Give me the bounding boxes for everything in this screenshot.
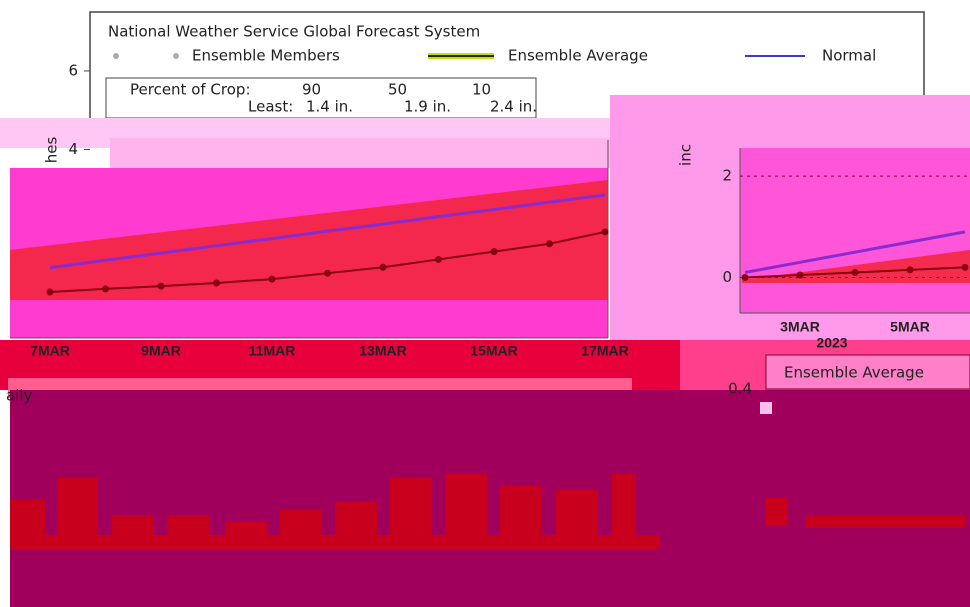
y-tick-label: 4 xyxy=(68,140,78,158)
average-point xyxy=(851,268,859,276)
legend-label: Ensemble Members xyxy=(192,47,340,65)
normal-line xyxy=(744,230,966,274)
x-tick-label: 5MAR xyxy=(890,319,930,335)
panel-title: aily xyxy=(6,387,33,405)
average-point xyxy=(490,248,498,256)
avg-box xyxy=(765,354,970,390)
crop-amount: 1.9 in. xyxy=(404,98,451,116)
average-point xyxy=(379,263,387,271)
x-tick-label: 11MAR xyxy=(249,343,296,359)
x-tick-label: 15MAR xyxy=(470,343,517,359)
legend-dot xyxy=(173,53,179,59)
average-point xyxy=(46,288,54,296)
x-tick-label: 3MAR xyxy=(780,319,820,335)
crop-req-label: Least: xyxy=(248,98,293,116)
tick-label: 0.4 xyxy=(728,380,752,398)
crop-label: Percent of Crop: xyxy=(130,81,251,99)
average-point xyxy=(906,266,914,274)
legend-dot xyxy=(113,53,119,59)
average-point xyxy=(546,240,553,248)
x-tick-label: 13MAR xyxy=(359,343,406,359)
average-point xyxy=(796,271,804,279)
crop-amount: 1.4 in. xyxy=(306,98,353,116)
y-tick-label: 6 xyxy=(68,61,78,79)
crop-percent: 90 xyxy=(302,81,321,99)
title: National Weather Service Global Forecast… xyxy=(108,23,480,41)
average-point xyxy=(213,279,220,287)
legend-label: Normal xyxy=(822,47,876,65)
box-label: Ensemble Average xyxy=(784,364,924,382)
bottom-window xyxy=(10,390,970,607)
bar-base xyxy=(10,535,660,550)
right-plot xyxy=(740,148,970,313)
crop-percent: 10 xyxy=(472,81,491,99)
crop-amount: 2.4 in. xyxy=(490,98,537,116)
crop-box xyxy=(105,77,537,119)
average-point xyxy=(435,255,442,263)
average-point xyxy=(102,285,109,293)
icon xyxy=(760,402,772,414)
average-point xyxy=(324,269,331,277)
bars xyxy=(10,474,965,550)
x-tick-label: 17MAR xyxy=(581,343,628,359)
average-point xyxy=(601,228,609,236)
average-point xyxy=(268,275,276,283)
y-tick-label: 0 xyxy=(722,268,732,286)
y-axis-label: inc xyxy=(677,144,695,166)
ensemble-spread xyxy=(10,180,608,300)
bar xyxy=(805,516,965,528)
y-tick-label: 2 xyxy=(722,167,732,185)
normal-line xyxy=(49,193,606,270)
crop-percent: 50 xyxy=(388,81,407,99)
average-point xyxy=(157,282,165,290)
year-label: 2023 xyxy=(816,335,847,351)
x-tick-label: 9MAR xyxy=(141,343,181,359)
average-point xyxy=(961,263,969,271)
bar xyxy=(766,498,788,526)
overlay-strip xyxy=(110,138,610,168)
y-axis-label: hes xyxy=(43,137,61,164)
legend-label: Ensemble Average xyxy=(508,47,648,65)
x-tick-label: 7MAR xyxy=(30,343,70,359)
average-point xyxy=(741,274,749,282)
